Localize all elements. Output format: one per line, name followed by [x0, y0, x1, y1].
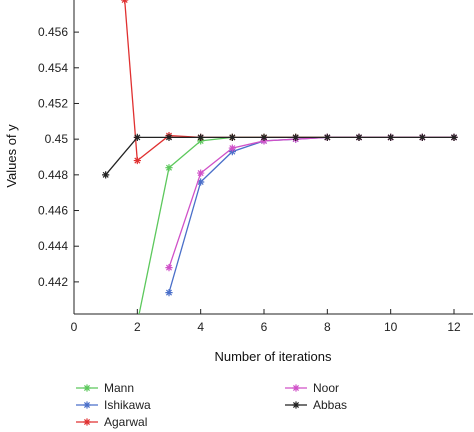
series-line-agarwal: [124, 0, 454, 162]
x-tick-label: 4: [197, 320, 204, 334]
series-ishikawa: [165, 133, 458, 297]
y-tick-label: 0.452: [38, 96, 68, 110]
series-mann: [138, 133, 458, 314]
y-axis-title: Values of y: [4, 124, 19, 188]
legend-item-noor: Noor: [285, 381, 339, 395]
data-point: [133, 133, 141, 141]
x-tick-label: 12: [447, 320, 461, 334]
data-point: [133, 156, 141, 165]
data-point: [165, 164, 173, 172]
legend-item-abbas: Abbas: [285, 398, 347, 412]
data-point: [228, 144, 236, 152]
data-point: [165, 288, 173, 297]
x-tick-label: 0: [71, 320, 78, 334]
data-point: [121, 0, 129, 4]
legend-label: Ishikawa: [104, 398, 151, 412]
series-line-noor: [168, 136, 454, 268]
legend-marker: [292, 401, 300, 409]
y-tick-label: 0.446: [38, 204, 68, 218]
y-tick-label: 0.454: [38, 61, 68, 75]
legend-item-mann: Mann: [76, 381, 134, 395]
x-tick-label: 2: [134, 320, 141, 334]
data-point: [450, 133, 458, 141]
legend-marker: [292, 384, 300, 392]
data-point: [165, 133, 173, 141]
legend: Mann Ishikawa Agarwal Noor Abbas: [76, 381, 347, 429]
series-line-ishikawa: [168, 136, 454, 293]
data-point: [197, 178, 205, 186]
data-point: [323, 133, 331, 141]
series-line-mann: [138, 136, 454, 314]
legend-item-agarwal: Agarwal: [76, 415, 147, 429]
data-point: [292, 133, 300, 141]
data-point: [355, 133, 363, 141]
data-point: [165, 264, 173, 272]
x-axis-title: Number of iterations: [214, 349, 332, 364]
data-point: [418, 133, 426, 141]
series-line-abbas: [105, 136, 454, 176]
x-tick-label: 10: [384, 320, 398, 334]
legend-marker: [83, 418, 91, 426]
series-abbas: [102, 133, 458, 179]
series-group: [102, 0, 458, 314]
y-tick-label: 0.45: [45, 132, 69, 146]
legend-item-ishikawa: Ishikawa: [76, 398, 151, 412]
data-point: [197, 133, 205, 141]
y-tick-label: 0.442: [38, 275, 68, 289]
series-noor: [165, 133, 458, 272]
x-tick-label: 8: [324, 320, 331, 334]
data-point: [197, 169, 205, 177]
x-tick-label: 6: [261, 320, 268, 334]
y-tick-label: 0.444: [38, 239, 68, 253]
y-tick-label: 0.448: [38, 168, 68, 182]
y-tick-label: 0.456: [38, 25, 68, 39]
data-point: [102, 171, 110, 179]
data-point: [228, 133, 236, 141]
legend-marker: [83, 384, 91, 392]
tick-labels: 0 2 4 6 8 10 12 0.442 0.444 0.446 0.448 0.45 0.452 0.…: [38, 25, 461, 334]
legend-label: Agarwal: [104, 415, 147, 429]
data-point: [260, 133, 268, 141]
axes: [73, 0, 473, 315]
legend-label: Mann: [104, 381, 134, 395]
legend-label: Noor: [313, 381, 339, 395]
legend-label: Abbas: [313, 398, 347, 412]
legend-marker: [83, 401, 91, 409]
data-point: [387, 133, 395, 141]
